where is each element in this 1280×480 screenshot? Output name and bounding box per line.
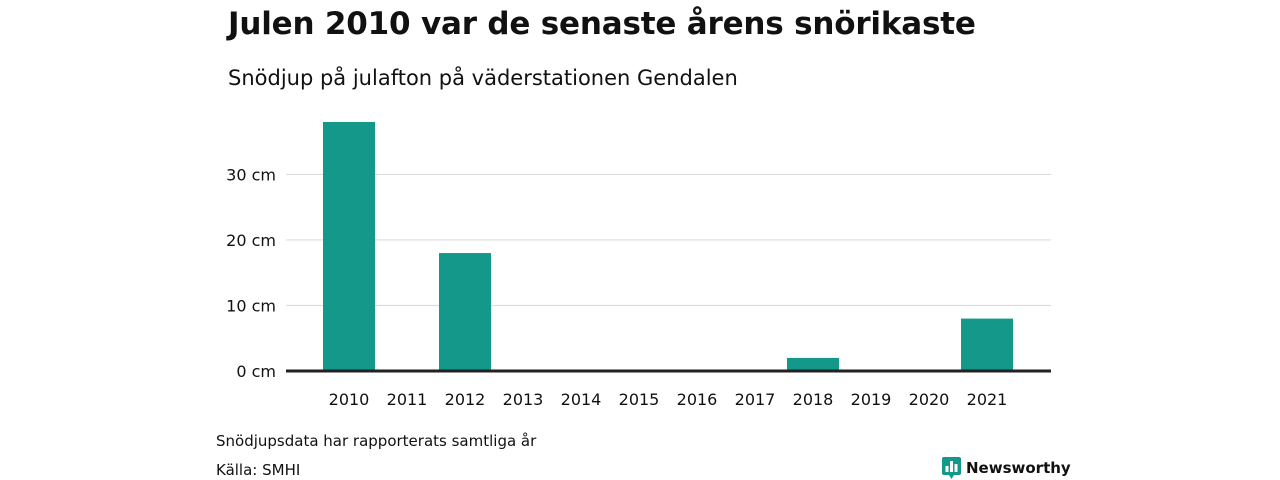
bar	[439, 253, 491, 371]
bar-chart-bubble-icon	[942, 457, 961, 479]
x-tick-label: 2018	[793, 390, 834, 409]
y-tick-label: 10 cm	[226, 296, 276, 315]
x-tick-label: 2020	[909, 390, 950, 409]
footnote: Snödjupsdata har rapporterats samtliga å…	[216, 432, 537, 450]
gridlines	[286, 173, 1051, 307]
y-tick-label: 30 cm	[226, 165, 276, 184]
bars	[323, 122, 1013, 371]
x-tick-label: 2011	[387, 390, 428, 409]
x-tick-label: 2019	[851, 390, 892, 409]
brand-logo: Newsworthy	[942, 456, 1071, 480]
x-axis-tick-labels: 2010 2011 2012 2013 2014 2015 2016 2017 2018 2019…	[329, 390, 1008, 409]
chart-title: Julen 2010 var de senaste årens snörikas…	[228, 6, 976, 42]
x-tick-label: 2015	[619, 390, 660, 409]
x-tick-label: 2017	[735, 390, 776, 409]
x-tick-label: 2010	[329, 390, 370, 409]
x-tick-label: 2016	[677, 390, 718, 409]
bar	[961, 318, 1013, 371]
y-axis-tick-labels: 0 cm 10 cm 20 cm 30 cm	[226, 165, 276, 381]
bar	[787, 357, 839, 371]
y-tick-label: 20 cm	[226, 231, 276, 250]
bar-chart: 0 cm 10 cm 20 cm 30 cm 2010 2011 2012 2013 2014…	[226, 122, 1051, 409]
brand-name: Newsworthy	[966, 459, 1071, 477]
x-tick-label: 2014	[561, 390, 602, 409]
x-tick-label: 2013	[503, 390, 544, 409]
chart-subtitle: Snödjup på julafton på väderstationen Ge…	[228, 66, 738, 90]
x-tick-label: 2021	[967, 390, 1008, 409]
y-tick-label: 0 cm	[236, 362, 276, 381]
bar	[323, 122, 375, 371]
source-note: Källa: SMHI	[216, 461, 301, 479]
x-tick-label: 2012	[445, 390, 486, 409]
